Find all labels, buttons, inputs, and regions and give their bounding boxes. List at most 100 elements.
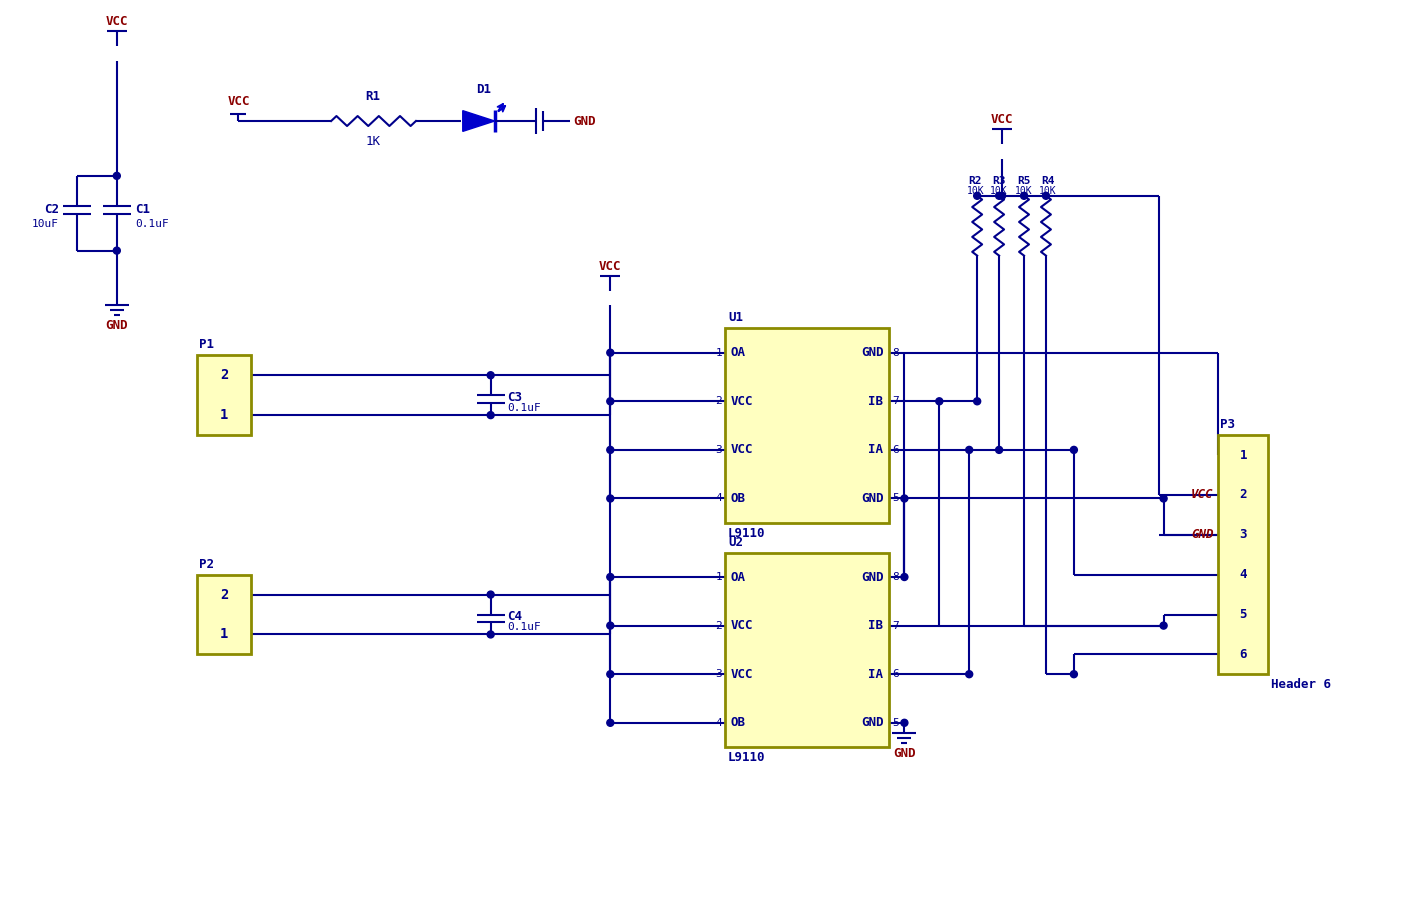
Text: R5: R5 <box>1017 176 1030 186</box>
Text: 6: 6 <box>893 445 900 455</box>
Text: 6: 6 <box>893 669 900 679</box>
Circle shape <box>606 447 614 453</box>
Text: GND: GND <box>574 115 597 127</box>
Text: 2: 2 <box>1240 489 1247 501</box>
Text: C3: C3 <box>507 390 523 404</box>
Text: 7: 7 <box>893 396 900 406</box>
Text: L9110: L9110 <box>728 751 765 764</box>
Text: IA: IA <box>869 668 883 681</box>
Circle shape <box>973 192 981 199</box>
Text: R1: R1 <box>366 90 381 103</box>
Text: VCC: VCC <box>599 259 622 273</box>
Text: GND: GND <box>862 346 883 359</box>
Text: 1: 1 <box>716 572 721 582</box>
Text: U2: U2 <box>728 536 743 549</box>
Text: 1: 1 <box>716 348 721 358</box>
Text: 5: 5 <box>893 718 900 728</box>
Circle shape <box>606 573 614 581</box>
Text: L9110: L9110 <box>728 527 765 540</box>
Circle shape <box>487 631 495 638</box>
Circle shape <box>606 719 614 726</box>
Text: 1: 1 <box>220 408 228 422</box>
Circle shape <box>1161 495 1168 502</box>
Text: IB: IB <box>869 619 883 632</box>
Text: OB: OB <box>731 492 745 505</box>
Text: 7: 7 <box>893 621 900 631</box>
FancyBboxPatch shape <box>197 355 251 435</box>
Text: 1K: 1K <box>366 135 381 148</box>
Text: 5: 5 <box>1240 608 1247 621</box>
Circle shape <box>996 447 1003 453</box>
Text: R2: R2 <box>968 176 982 186</box>
FancyBboxPatch shape <box>1219 435 1268 674</box>
FancyBboxPatch shape <box>197 574 251 654</box>
Text: P3: P3 <box>1220 418 1236 431</box>
Text: IA: IA <box>869 443 883 457</box>
Text: 1: 1 <box>220 628 228 642</box>
Text: 10K: 10K <box>1039 186 1057 196</box>
Text: 0.1uF: 0.1uF <box>507 403 541 413</box>
Text: VCC: VCC <box>731 619 754 632</box>
Text: C4: C4 <box>507 610 523 623</box>
Circle shape <box>1020 192 1027 199</box>
Circle shape <box>487 592 495 598</box>
FancyBboxPatch shape <box>726 552 890 747</box>
Circle shape <box>901 719 908 726</box>
Circle shape <box>1070 671 1077 678</box>
Text: 4: 4 <box>716 493 721 503</box>
Text: D1: D1 <box>476 83 492 96</box>
FancyBboxPatch shape <box>726 329 890 522</box>
Polygon shape <box>463 111 495 131</box>
Circle shape <box>973 398 981 405</box>
Text: 4: 4 <box>1240 568 1247 581</box>
Text: GND: GND <box>893 747 915 760</box>
Text: OA: OA <box>731 346 745 359</box>
Text: R4: R4 <box>1041 176 1054 186</box>
Text: VCC: VCC <box>1190 489 1213 501</box>
Text: GND: GND <box>105 319 128 332</box>
Text: 3: 3 <box>716 669 721 679</box>
Text: 10K: 10K <box>990 186 1007 196</box>
Circle shape <box>113 248 120 254</box>
Text: 10K: 10K <box>1015 186 1033 196</box>
Text: C2: C2 <box>44 203 60 217</box>
Circle shape <box>966 447 972 453</box>
Circle shape <box>935 398 942 405</box>
Circle shape <box>606 349 614 356</box>
Text: 2: 2 <box>716 621 721 631</box>
Text: 0.1uF: 0.1uF <box>507 622 541 632</box>
Text: GND: GND <box>862 716 883 729</box>
Circle shape <box>487 411 495 419</box>
Circle shape <box>901 573 908 581</box>
Text: 5: 5 <box>893 493 900 503</box>
Text: 2: 2 <box>220 588 228 602</box>
Circle shape <box>113 172 120 179</box>
Text: IB: IB <box>869 395 883 408</box>
Text: VCC: VCC <box>990 113 1013 126</box>
Circle shape <box>1161 622 1168 629</box>
Circle shape <box>901 495 908 502</box>
Circle shape <box>606 622 614 629</box>
Circle shape <box>606 398 614 405</box>
Text: C1: C1 <box>135 203 150 217</box>
Text: VCC: VCC <box>731 395 754 408</box>
Text: 2: 2 <box>716 396 721 406</box>
Text: 0.1uF: 0.1uF <box>135 218 169 228</box>
Text: VCC: VCC <box>731 668 754 681</box>
Text: 8: 8 <box>893 572 900 582</box>
Text: 3: 3 <box>716 445 721 455</box>
Circle shape <box>606 671 614 678</box>
Text: 1: 1 <box>1240 449 1247 461</box>
Text: 4: 4 <box>716 718 721 728</box>
Circle shape <box>1070 447 1077 453</box>
Circle shape <box>1043 192 1050 199</box>
Text: Header 6: Header 6 <box>1271 678 1332 692</box>
Text: 10uF: 10uF <box>33 218 60 228</box>
Circle shape <box>996 192 1003 199</box>
Circle shape <box>966 671 972 678</box>
Text: 8: 8 <box>893 348 900 358</box>
Text: VCC: VCC <box>227 95 249 108</box>
Circle shape <box>606 495 614 502</box>
Text: R3: R3 <box>992 176 1006 186</box>
Text: OA: OA <box>731 571 745 583</box>
